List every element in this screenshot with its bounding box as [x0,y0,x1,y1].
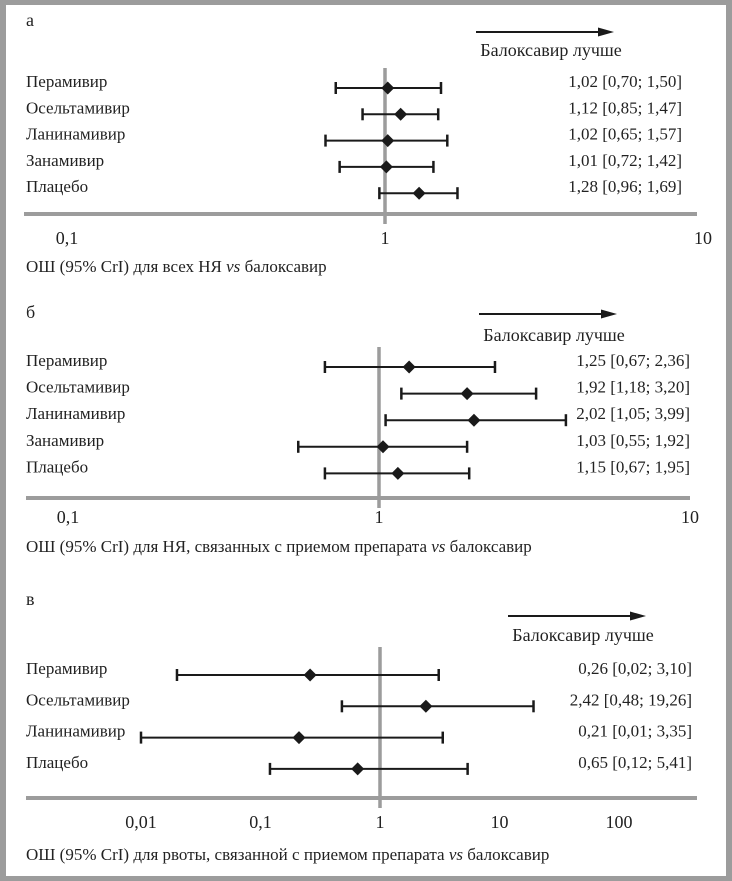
x-axis-title-part: ОШ (95% CrI) для НЯ, связанных с приемом… [26,537,431,556]
panel-2-row-value-text: 2,02 [1,05; 3,99] [576,404,690,423]
panel-2-row-label: Занамивир [26,431,104,450]
panel-1-row-value-text: 1,02 [0,70; 1,50] [568,72,682,91]
panel-1-panel-label: а [26,10,34,30]
panel-3-point-estimate-diamond [292,731,306,745]
panel-2-x-axis-title: ОШ (95% CrI) для НЯ, связанных с приемом… [26,537,532,556]
panel-3-point-estimate-diamond [419,699,433,713]
panel-3-arrow-right-icon [630,611,646,621]
panel-1-row-label: Плацебо [26,177,88,196]
panel-3-row-value-text: 2,42 [0,48; 19,26] [570,690,692,709]
panel-3-x-tick-label: 0,1 [249,812,272,832]
panel-2-x-tick-label: 0,1 [57,507,80,527]
panel-3-row-value-text: 0,65 [0,12; 5,41] [578,753,692,772]
panel-3-x-axis-title: ОШ (95% CrI) для рвоты, связанной с прие… [26,845,549,864]
panel-1-point-estimate-diamond [394,107,408,121]
x-axis-title-italic-part: vs [449,845,464,864]
panel-2-point-estimate-diamond [460,387,474,401]
panel-3-x-tick-label: 1 [376,812,385,832]
x-axis-title-part: ОШ (95% CrI) для рвоты, связанной с прие… [26,845,449,864]
panel-3-point-estimate-diamond [303,668,317,682]
panel-2-x-tick-label: 1 [375,507,384,527]
panel-3-x-tick-label: 10 [491,812,509,832]
panel-2-point-estimate-diamond [376,440,390,454]
x-axis-title-part: балоксавир [445,537,531,556]
panel-1-x-tick-label: 10 [694,228,712,248]
panel-1-x-axis-title: ОШ (95% CrI) для всех НЯ vs балоксавир [26,257,327,276]
panel-3-row-value-text: 0,26 [0,02; 3,10] [578,659,692,678]
panel-3-x-tick-label: 100 [606,812,633,832]
x-axis-title-italic-part: vs [431,537,446,556]
panel-2-row-value-text: 1,25 [0,67; 2,36] [576,351,690,370]
panel-2-row-label: Плацебо [26,457,88,476]
panel-2-point-estimate-diamond [467,413,481,427]
panel-1-row-label: Занамивир [26,151,104,170]
panel-1-row-label: Перамивир [26,72,107,91]
panel-1-point-estimate-diamond [412,186,426,200]
panel-1-row-value-text: 1,28 [0,96; 1,69] [568,177,682,196]
panel-3-row-value-text: 0,21 [0,01; 3,35] [578,722,692,741]
panel-3-direction-label: Балоксавир лучше [512,625,653,645]
panel-1-point-estimate-diamond [379,160,393,174]
panel-1-direction-label: Балоксавир лучше [480,40,621,60]
panel-1-point-estimate-diamond [381,134,395,148]
x-axis-title-part: ОШ (95% CrI) для всех НЯ [26,257,226,276]
panel-3-point-estimate-diamond [351,762,365,776]
panel-3-row-label: Ланинамивир [26,722,125,741]
panel-1-x-tick-label: 0,1 [56,228,79,248]
panel-1-row-label: Ланинамивир [26,125,125,144]
panel-1-x-tick-label: 1 [381,228,390,248]
panel-2-row-value-text: 1,15 [0,67; 1,95] [576,457,690,476]
panel-3-panel-label: в [26,589,35,609]
panel-2-panel-label: б [26,302,35,322]
x-axis-title-italic-part: vs [226,257,241,276]
panel-2-point-estimate-diamond [391,466,405,480]
panel-2-row-value-text: 1,03 [0,55; 1,92] [576,431,690,450]
panel-3-x-tick-label: 0,01 [125,812,157,832]
panel-2-point-estimate-diamond [402,360,416,374]
panel-3-row-label: Перамивир [26,659,107,678]
panel-2-row-value-text: 1,92 [1,18; 3,20] [576,378,690,397]
panel-3-row-label: Осельтамивир [26,690,130,709]
panel-2-direction-label: Балоксавир лучше [483,325,624,345]
panel-1-row-value-text: 1,12 [0,85; 1,47] [568,98,682,117]
x-axis-title-part: балоксавир [240,257,326,276]
panel-2-row-label: Осельтамивир [26,378,130,397]
panel-3-row-label: Плацебо [26,753,88,772]
panel-2-arrow-right-icon [601,309,617,319]
x-axis-title-part: балоксавир [463,845,549,864]
panel-1-point-estimate-diamond [381,81,395,95]
panel-2-x-tick-label: 10 [681,507,699,527]
panel-1-row-label: Осельтамивир [26,98,130,117]
panel-1-arrow-right-icon [598,27,614,37]
panel-2-row-label: Перамивир [26,351,107,370]
panel-2-row-label: Ланинамивир [26,404,125,423]
panel-1-row-value-text: 1,01 [0,72; 1,42] [568,151,682,170]
panel-1-row-value-text: 1,02 [0,65; 1,57] [568,125,682,144]
